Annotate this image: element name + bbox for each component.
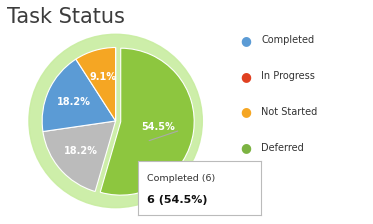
Wedge shape [42, 59, 116, 131]
Text: ●: ● [241, 34, 252, 47]
Text: Task Status: Task Status [7, 7, 125, 27]
Text: 6 (54.5%): 6 (54.5%) [147, 195, 207, 205]
Text: 9.1%: 9.1% [89, 72, 116, 82]
Wedge shape [100, 48, 194, 195]
Wedge shape [76, 47, 116, 121]
Text: Not Started: Not Started [261, 107, 317, 117]
Text: 18.2%: 18.2% [57, 97, 91, 107]
Text: ●: ● [241, 70, 252, 83]
Text: 18.2%: 18.2% [64, 146, 98, 156]
Wedge shape [43, 121, 116, 192]
Text: 54.5%: 54.5% [142, 122, 175, 132]
Text: Completed (6): Completed (6) [147, 174, 215, 183]
Circle shape [29, 34, 202, 208]
Text: ●: ● [241, 106, 252, 118]
Text: Deferred: Deferred [261, 143, 304, 153]
Text: ●: ● [241, 141, 252, 154]
Text: Completed: Completed [261, 35, 314, 45]
Text: In Progress: In Progress [261, 71, 315, 81]
